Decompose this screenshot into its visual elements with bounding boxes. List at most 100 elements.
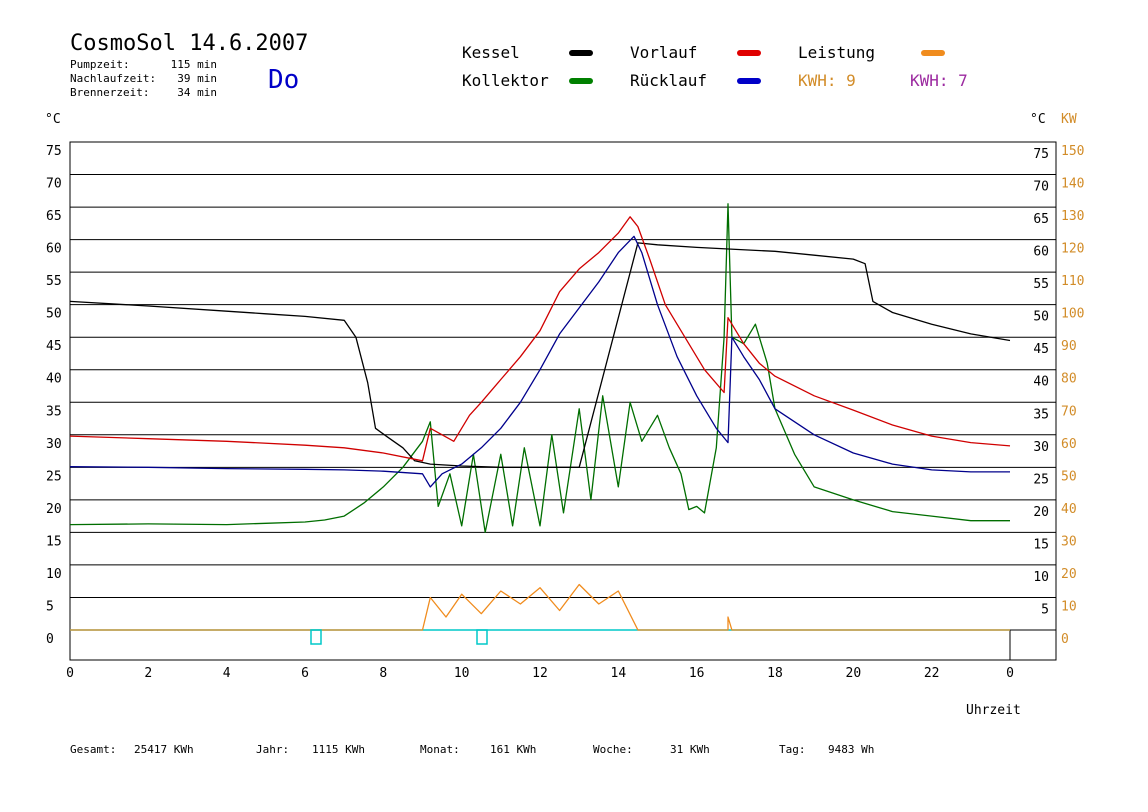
x-tick-label: 0 — [66, 666, 74, 681]
kw-tick-label: 10 — [1061, 599, 1077, 614]
gridlines — [70, 141, 1056, 660]
kw-tick-label: 50 — [1061, 469, 1077, 484]
footer-label-monat: Monat: — [420, 743, 460, 756]
left-tick-label: 55 — [46, 274, 62, 289]
left-tick-label: 35 — [46, 404, 62, 419]
right-tick-label: 70 — [1033, 180, 1049, 195]
x-tick-label: 10 — [454, 666, 470, 681]
series-line-ruecklauf — [69, 235, 1010, 488]
right-tick-label: 75 — [1033, 147, 1049, 162]
kw-tick-label: 30 — [1061, 534, 1077, 549]
left-tick-label: 15 — [46, 534, 62, 549]
legend-kwh-right: KWH: 7 — [910, 71, 968, 90]
footer-label-jahr: Jahr: — [256, 743, 289, 756]
left-tick-label: 60 — [46, 242, 62, 257]
legend-label-kollektor: Kollektor — [462, 71, 549, 90]
left-tick-label: 20 — [46, 502, 62, 517]
right-tick-label: 40 — [1033, 375, 1049, 390]
kw-tick-label: 110 — [1061, 274, 1084, 289]
footer-label-tag: Tag: — [779, 743, 806, 756]
series-lines — [69, 203, 1011, 631]
x-tick-label: 22 — [924, 666, 940, 681]
x-tick-label: 20 — [846, 666, 862, 681]
plot-frame — [69, 141, 1057, 661]
legend-label-leistung: Leistung — [798, 43, 875, 62]
x-tick-label: 0 — [1006, 666, 1014, 681]
left-tick-label: 40 — [46, 372, 62, 387]
left-tick-label: 65 — [46, 209, 62, 224]
left-tick-label: 75 — [46, 144, 62, 159]
stat-value-pumpzeit: 115 min — [171, 58, 217, 71]
chart-title: CosmoSol 14.6.2007 — [70, 31, 308, 56]
kw-tick-label: 140 — [1061, 177, 1084, 192]
axis-tick-labels: 7570656055504540353025201510507570656055… — [46, 144, 1084, 681]
right-tick-label: 25 — [1033, 472, 1049, 487]
x-tick-label: 2 — [144, 666, 152, 681]
x-tick-label: 14 — [611, 666, 627, 681]
left-tick-label: 5 — [46, 599, 54, 614]
kw-tick-label: 0 — [1061, 632, 1069, 647]
right-tick-label: 30 — [1033, 440, 1049, 455]
stat-value-nachlaufzeit: 39 min — [177, 72, 217, 85]
footer-value-jahr: 1115 KWh — [312, 743, 365, 756]
left-tick-label: 70 — [46, 177, 62, 192]
right-tick-label: 35 — [1033, 407, 1049, 422]
baseline-marker — [310, 629, 322, 645]
right-tick-label: 10 — [1033, 570, 1049, 585]
footer-value-gesamt: 25417 KWh — [134, 743, 194, 756]
footer-value-woche: 31 KWh — [670, 743, 710, 756]
stat-label-nachlaufzeit: Nachlaufzeit: — [70, 72, 156, 85]
right-tick-label: 50 — [1033, 310, 1049, 325]
kw-axis-unit: KW — [1061, 112, 1077, 127]
kw-tick-label: 60 — [1061, 437, 1077, 452]
legend-kwh-left: KWH: 9 — [798, 71, 856, 90]
series-line-kessel — [69, 242, 1011, 468]
left-tick-label: 50 — [46, 307, 62, 322]
footer-value-monat: 161 KWh — [490, 743, 536, 756]
series-line-vorlauf — [69, 216, 1011, 462]
right-tick-label: 55 — [1033, 277, 1049, 292]
right-tick-label: 45 — [1033, 342, 1049, 357]
stat-label-pumpzeit: Pumpzeit: — [70, 58, 130, 71]
right-tick-label: 65 — [1033, 212, 1049, 227]
left-tick-label: 45 — [46, 339, 62, 354]
kw-tick-label: 120 — [1061, 242, 1084, 257]
x-tick-label: 6 — [301, 666, 309, 681]
kw-tick-label: 20 — [1061, 567, 1077, 582]
left-tick-label: 0 — [46, 632, 54, 647]
x-tick-label: 4 — [223, 666, 231, 681]
x-tick-label: 16 — [689, 666, 705, 681]
kw-tick-label: 80 — [1061, 372, 1077, 387]
x-tick-label: 8 — [379, 666, 387, 681]
stat-value-brennerzeit: 34 min — [177, 86, 217, 99]
kw-tick-label: 40 — [1061, 502, 1077, 517]
x-tick-label: 12 — [532, 666, 548, 681]
series-line-leistung — [70, 583, 1010, 631]
x-tick-label: 18 — [767, 666, 783, 681]
stat-label-brennerzeit: Brennerzeit: — [70, 86, 149, 99]
series-line-kollektor — [69, 203, 1010, 534]
left-tick-label: 25 — [46, 469, 62, 484]
kw-tick-label: 70 — [1061, 404, 1077, 419]
kw-tick-label: 100 — [1061, 307, 1084, 322]
left-tick-label: 10 — [46, 567, 62, 582]
footer-value-tag: 9483 Wh — [828, 743, 874, 756]
left-tick-label: 30 — [46, 437, 62, 452]
footer-label-gesamt: Gesamt: — [70, 743, 116, 756]
right-tick-label: 60 — [1033, 245, 1049, 260]
x-axis-label: Uhrzeit — [966, 703, 1021, 718]
legend-label-vorlauf: Vorlauf — [630, 43, 697, 62]
kw-tick-label: 130 — [1061, 209, 1084, 224]
kw-tick-label: 90 — [1061, 339, 1077, 354]
right-axis-unit: °C — [1030, 112, 1046, 127]
kw-tick-label: 150 — [1061, 144, 1084, 159]
right-tick-label: 5 — [1041, 602, 1049, 617]
right-tick-label: 15 — [1033, 537, 1049, 552]
footer-label-woche: Woche: — [593, 743, 633, 756]
left-axis-unit: °C — [45, 112, 61, 127]
legend-label-ruecklauf: Rücklauf — [630, 71, 707, 90]
legend-label-kessel: Kessel — [462, 43, 520, 62]
right-tick-label: 20 — [1033, 505, 1049, 520]
weekday-label: Do — [268, 65, 299, 95]
